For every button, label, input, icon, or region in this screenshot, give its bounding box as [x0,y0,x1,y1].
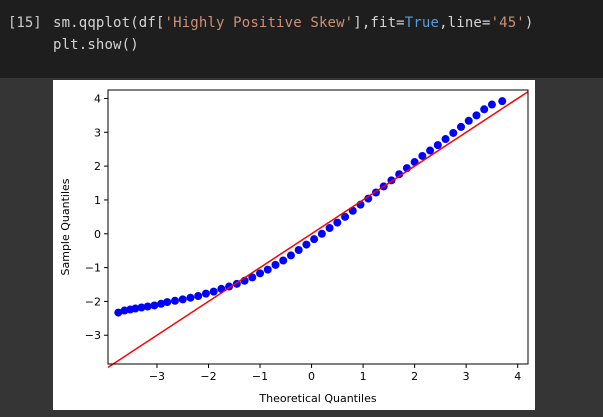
y-tick-label: −3 [85,329,101,342]
code-token-string: '45' [490,15,525,31]
y-tick-label: −2 [85,295,101,308]
data-point [163,298,172,307]
y-tick-label: 3 [94,126,101,139]
qq-plot-figure: −3 −2 −1 0 1 2 3 4 −3 −2 −1 0 1 2 3 4 Theoretical Quant… [53,80,535,410]
data-point [310,235,319,244]
data-point [150,301,159,310]
code-token-string: 'Highly Positive Skew' [164,15,354,31]
x-tick-label: −1 [252,370,268,383]
x-tick-label: 4 [514,370,521,383]
data-point [143,302,152,311]
execution-count: [15] [8,15,42,31]
y-tick-label: 4 [94,92,101,105]
data-point [433,141,442,150]
data-point [201,289,210,298]
code-line-1[interactable]: sm.qqplot(df['Highly Positive Skew'],fit… [53,15,533,31]
data-point [341,212,350,221]
x-tick-label: −2 [200,370,216,383]
data-point [271,260,280,269]
points-group [114,97,507,317]
data-point [457,122,466,131]
data-point [480,105,489,114]
data-point [302,240,311,249]
y-tick-label: 1 [94,194,101,207]
data-point [286,251,295,260]
code-token-arg: ,line= [439,15,491,31]
y-tick-label: 0 [94,228,101,241]
x-tick-label: −3 [149,370,165,383]
data-point [317,229,326,238]
reference-line-45 [107,91,529,369]
data-point [294,246,303,255]
data-point [248,273,257,282]
code-token-close: ) [524,15,534,31]
data-point [498,97,507,106]
x-axis-label: Theoretical Quantiles [258,392,376,405]
data-point [131,304,140,313]
data-point [333,218,342,227]
data-point [426,146,435,155]
code-token-call: sm.qqplot(df[ [53,15,165,31]
data-point [170,296,179,305]
data-point [364,194,373,203]
data-point [209,287,218,296]
data-point [137,303,146,312]
qq-plot-chart: −3 −2 −1 0 1 2 3 4 −3 −2 −1 0 1 2 3 4 Theoretical Quant… [59,89,529,405]
data-point [186,293,195,302]
data-point [418,151,427,160]
data-point [472,111,481,120]
data-point [325,224,334,233]
data-point [157,299,166,308]
y-axis-label: Sample Quantiles [59,178,72,275]
y-tick-label: 2 [94,160,101,173]
data-point [279,256,288,265]
data-point [464,116,473,125]
y-tick-label: −1 [85,262,101,275]
data-point [395,170,404,179]
x-tick-label: 0 [308,370,315,383]
x-tick-label: 1 [360,370,367,383]
data-point [487,100,496,109]
code-line-2[interactable]: plt.show() [53,37,139,53]
plot-frame [107,89,529,365]
x-tick-label: 3 [463,370,470,383]
data-point [449,128,458,137]
x-tick-label: 2 [411,370,418,383]
tick-group: −3 −2 −1 0 1 2 3 4 −3 −2 −1 0 1 2 3 4 [85,92,521,383]
data-point [256,269,265,278]
data-point [194,292,203,301]
data-point [263,265,272,274]
data-point [441,135,450,144]
data-point [114,308,123,317]
data-point [178,295,187,304]
code-cell-input[interactable]: [15] sm.qqplot(df['Highly Positive Skew'… [0,0,603,78]
code-token-keyword: True [404,15,440,31]
code-token-arg: ],fit= [353,15,405,31]
